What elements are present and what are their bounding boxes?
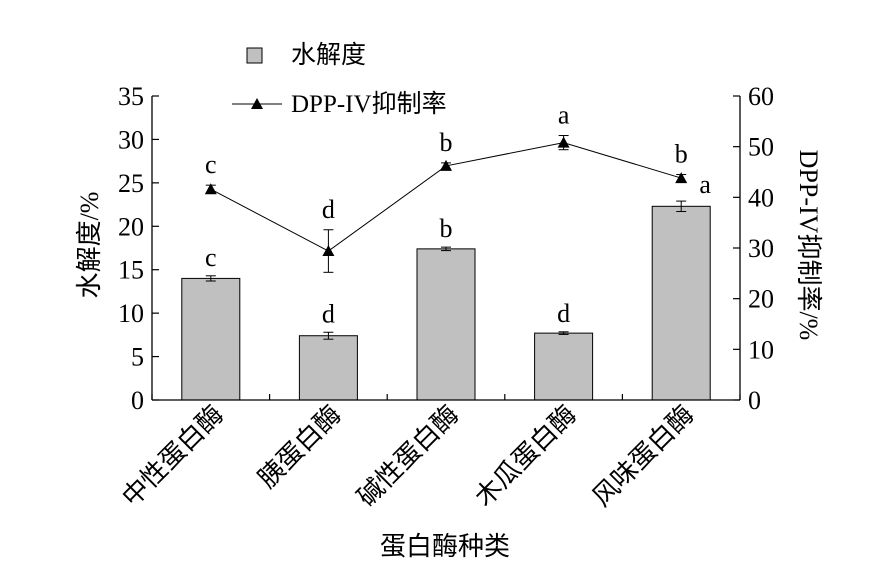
- triangle-marker: [204, 183, 217, 195]
- bars-layer: [181, 200, 711, 401]
- bar: [534, 332, 594, 401]
- x-tick-label: 木瓜蛋白酶: [469, 400, 581, 512]
- y-tick-label: 0: [131, 386, 144, 415]
- y-tick-label: 10: [118, 299, 144, 328]
- bar: [298, 335, 358, 401]
- x-tick-label: 中性蛋白酶: [117, 400, 229, 512]
- triangle-marker: [322, 245, 335, 257]
- line-significance-label: b: [675, 140, 688, 169]
- y2-tick-label: 0: [748, 386, 761, 415]
- y-tick-label: 20: [118, 212, 144, 241]
- triangle-marker: [675, 172, 688, 184]
- legend-triangle-marker: [251, 98, 263, 109]
- y-tick-label: 15: [118, 256, 144, 285]
- legend-bar-label: 水解度: [291, 41, 366, 69]
- bar-significance-label: d: [322, 299, 335, 328]
- line-significance-label: a: [558, 101, 570, 130]
- y2-tick-label: 10: [748, 335, 774, 364]
- y2-tick-label: 40: [748, 183, 774, 212]
- x-tick-label: 碱性蛋白酶: [352, 400, 464, 512]
- triangle-marker: [557, 136, 570, 148]
- bar-significance-label: b: [440, 214, 453, 243]
- y2-tick-label: 50: [748, 133, 774, 162]
- legend-bar-swatch: [246, 47, 263, 64]
- x-axis-label: 蛋白酶种类: [380, 532, 510, 561]
- y2-axis-label: DPP-IV抑制率/%: [794, 150, 823, 341]
- line-significance-label: b: [440, 128, 453, 157]
- legend: 水解度 DPP-IV抑制率: [232, 41, 447, 118]
- x-tick-label: 胰蛋白酶: [253, 400, 347, 494]
- bar-significance-label: d: [557, 299, 570, 328]
- bar-significance-label: c: [205, 243, 217, 272]
- line-layer: [204, 135, 688, 273]
- axes-layer: 0 5 10 15 20 25 30 35 0 10 20 30 40 50 60: [118, 82, 774, 415]
- legend-line-label: DPP-IV抑制率: [291, 90, 447, 118]
- y2-tick-label: 60: [748, 82, 774, 111]
- triangle-marker: [440, 159, 452, 171]
- y2-tick-label: 30: [748, 234, 774, 263]
- bar: [416, 248, 476, 401]
- bar: [651, 205, 711, 401]
- y2-tick-label: 20: [748, 285, 774, 314]
- y-tick-label: 5: [131, 343, 144, 372]
- line-significance-label: d: [322, 195, 335, 224]
- y-tick-label: 25: [118, 169, 144, 198]
- bar: [181, 277, 241, 401]
- y-tick-label: 30: [118, 125, 144, 154]
- bar-significance-label: a: [699, 170, 711, 199]
- y-axis-label: 水解度/%: [75, 192, 104, 299]
- line-significance-label: c: [205, 150, 217, 179]
- x-tick-label: 风味蛋白酶: [587, 400, 699, 512]
- y-tick-label: 35: [118, 82, 144, 111]
